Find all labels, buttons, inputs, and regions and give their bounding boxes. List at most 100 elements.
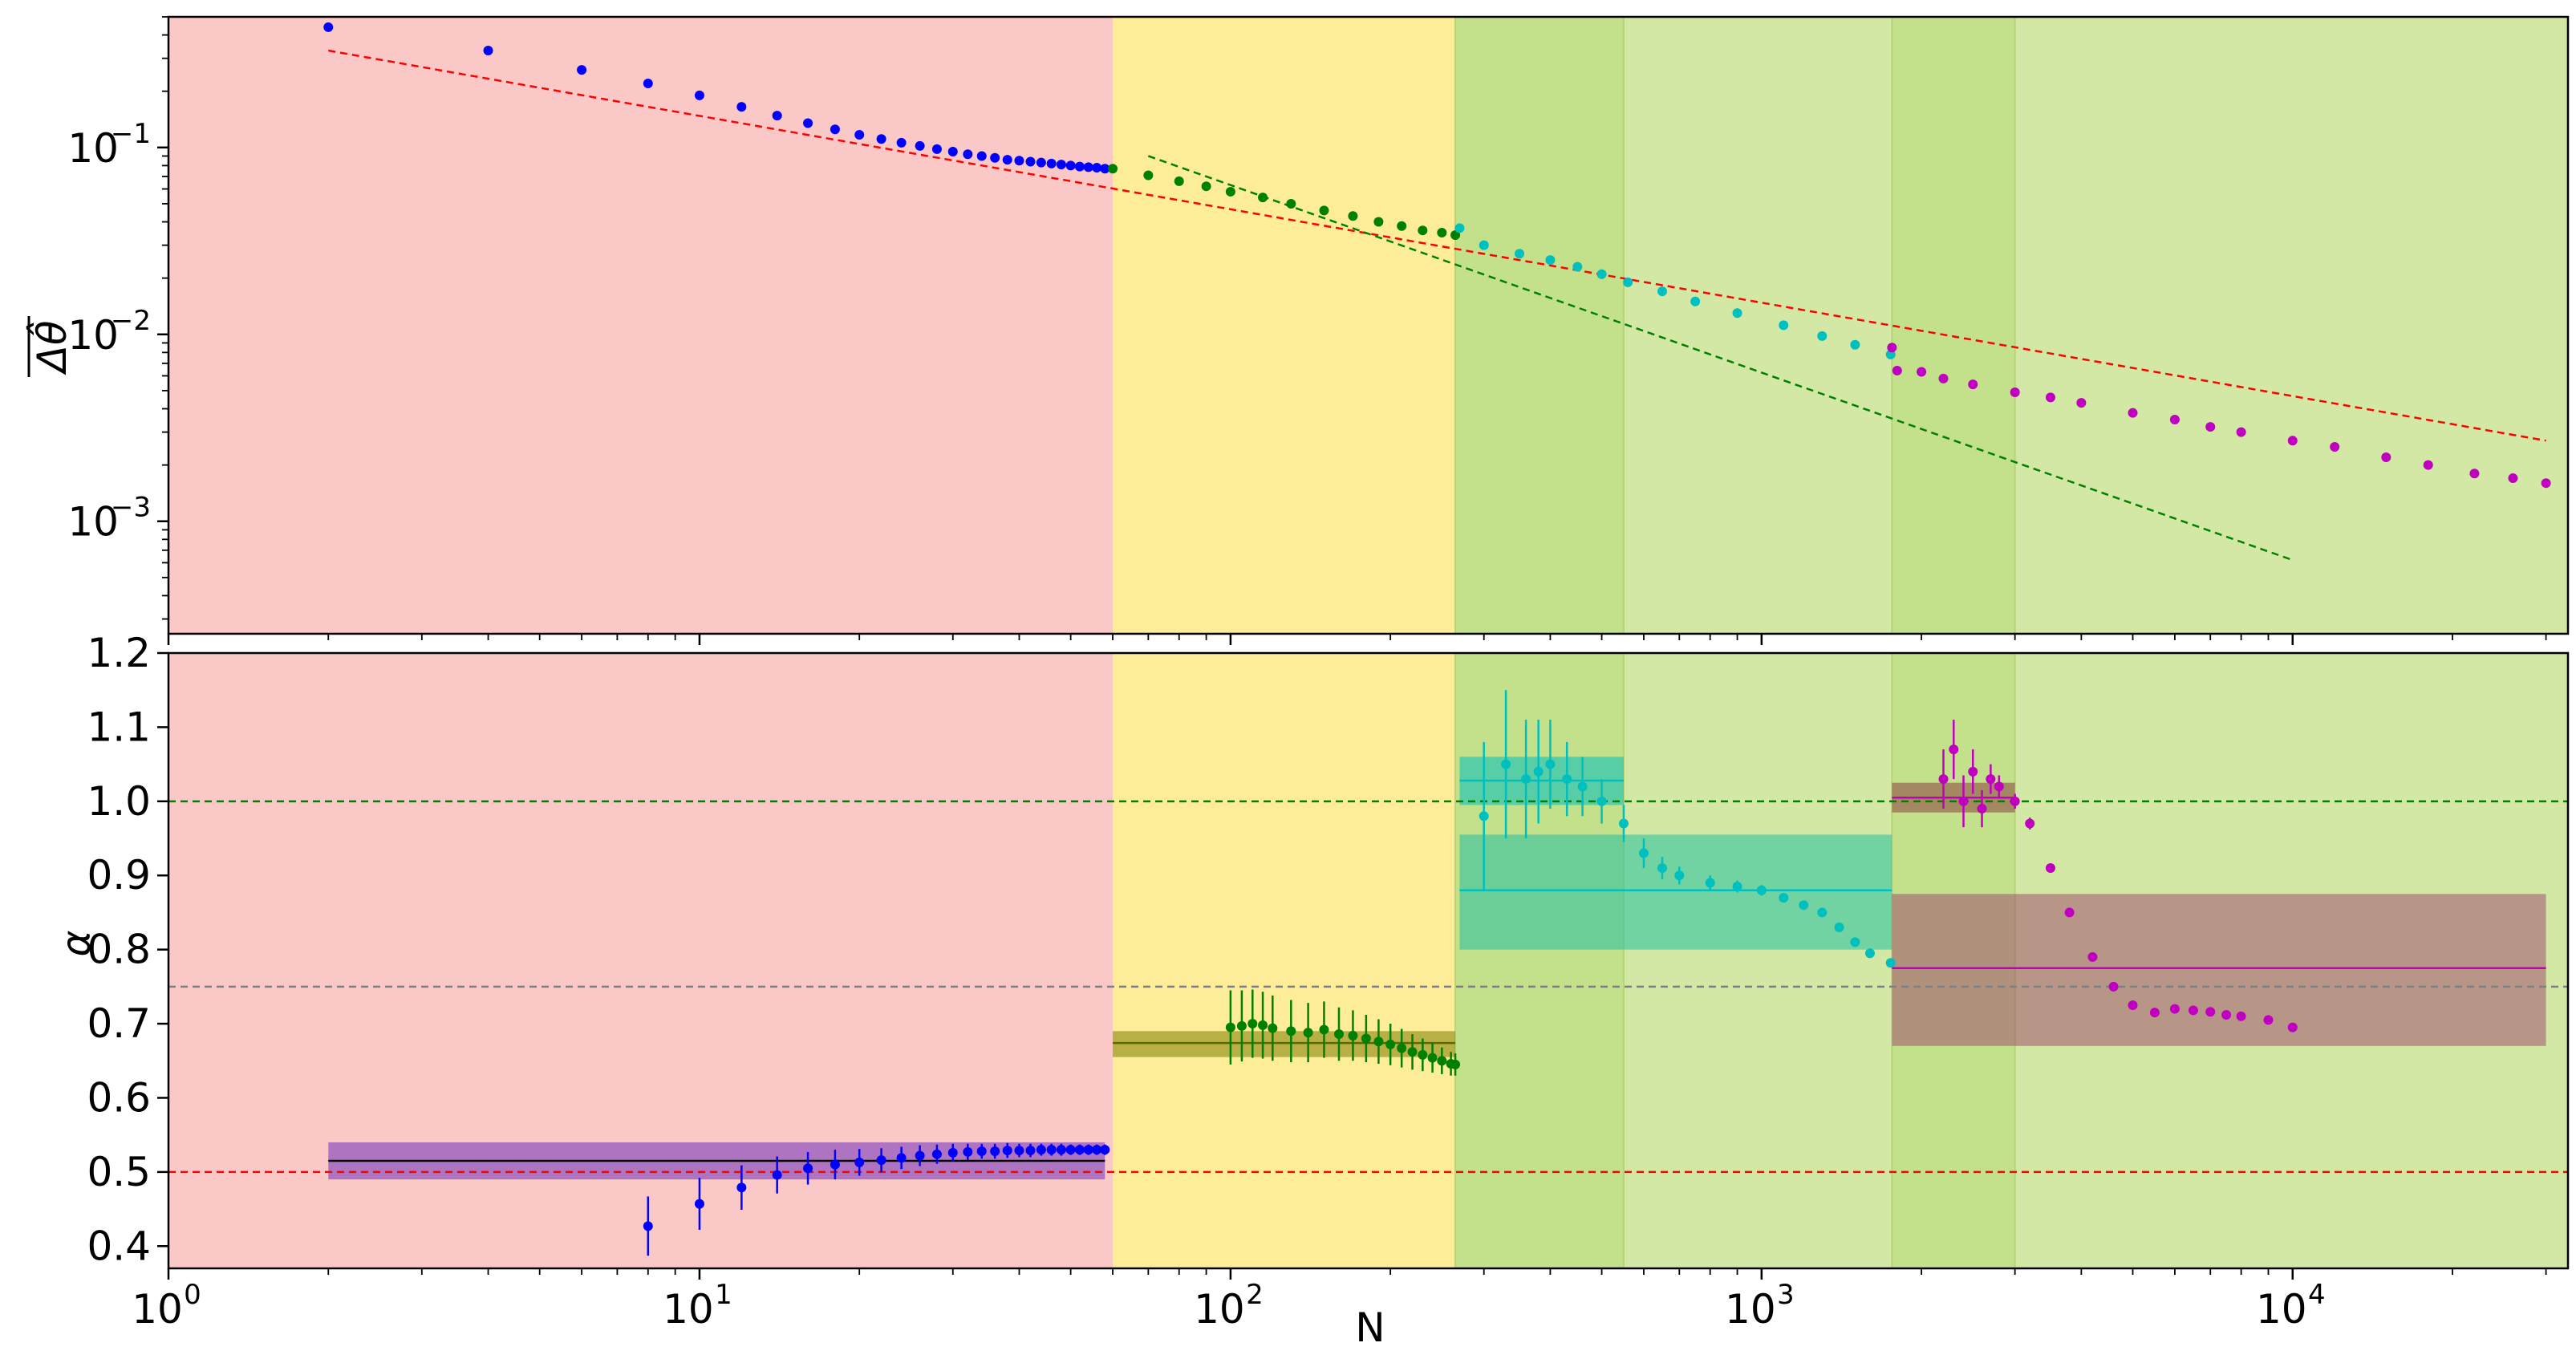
top-series-3-point [1938,373,1949,383]
top-series-2-point [1817,331,1828,341]
bottom-series-3-point [2287,1022,2298,1032]
bottom-series-3-point [2087,951,2098,962]
bottom-series-3-point [2064,907,2075,918]
x-tick-label-exponent: 3 [1777,1279,1795,1311]
bottom-series-1-point [1334,1028,1345,1039]
bottom-series-0-point [736,1183,747,1193]
bottom-series-0-point [963,1146,973,1157]
bottom-series-0-point [976,1146,987,1156]
top-series-2-point [1850,339,1860,350]
top-region-0 [168,17,1114,634]
bottom-series-2-point [1705,878,1715,888]
bottom-series-2-point [1864,948,1875,959]
bottom-series-1-point [1286,1026,1296,1037]
bottom-series-3-point [1958,796,1969,806]
top-series-0-point [1056,160,1066,170]
bottom-y-tick-label: 0.8 [87,927,151,973]
bottom-series-1-point [1348,1030,1358,1041]
bottom-series-2-point [1533,766,1544,777]
bottom-region-1 [1113,653,1456,1268]
bottom-series-0-point [1025,1146,1036,1156]
top-y-tick-label: 10 [67,312,119,359]
x-tick-label: 10 [1725,1286,1776,1333]
x-tick-label-exponent: 4 [2308,1279,2326,1311]
bottom-series-3-point [1968,766,1978,777]
bottom-y-tick-label: 1.1 [87,704,151,750]
bottom-series-3-point [1994,781,2004,792]
top-series-2-point [1479,240,1489,250]
top-series-1-point [1319,205,1329,216]
top-series-3-point [2287,436,2298,446]
top-series-0-point [803,118,813,128]
x-tick-label-exponent: 2 [1246,1279,1264,1311]
bottom-series-0-point [643,1221,653,1231]
top-series-3-point [2205,422,2216,432]
top-series-1-point [1418,225,1428,236]
bottom-series-0-point [854,1157,865,1167]
bottom-series-0-point [1092,1145,1102,1155]
bottom-series-1-point [1450,1059,1461,1069]
bottom-series-0-point [931,1149,942,1159]
top-series-0-point [876,134,886,144]
top-series-2-point [1596,269,1607,279]
bottom-series-3-point [2045,862,2055,873]
bottom-series-3-point [2188,1005,2198,1016]
top-y-tick-label: 10 [67,499,119,546]
bottom-series-2-point [1577,781,1588,792]
top-series-0-point [1036,157,1046,168]
bottom-series-3-point [2221,1009,2232,1020]
bottom-y-tick-label: 1.0 [87,778,151,825]
top-series-1-point [1348,211,1358,221]
top-series-2-point [1779,320,1789,331]
top-series-3-point [2508,473,2518,484]
bottom-series-2-point [1479,811,1489,822]
top-series-0-point [577,65,587,75]
bottom-series-0-point [1065,1145,1076,1155]
bottom-series-1-point [1268,1023,1278,1033]
bottom-series-1-point [1427,1053,1438,1063]
top-series-0-point [1065,160,1076,171]
x-tick-label: 10 [663,1286,714,1333]
bottom-series-1-point [1319,1024,1329,1035]
bottom-series-3-point [1977,804,1987,814]
bottom-series-0-point [1083,1145,1093,1155]
bottom-series-0-point [694,1199,704,1209]
bottom-series-2-point [1545,759,1556,769]
bottom-series-1-point [1385,1039,1396,1049]
top-series-3-point [1968,379,1978,390]
top-series-3-point [2381,452,2391,462]
top-panel: 10−110−210−3 [67,15,2570,645]
top-series-0-point [830,124,840,135]
top-series-3-point [2236,427,2246,437]
bottom-series-1-point [1361,1033,1371,1044]
bottom-y-tick-label: 0.6 [87,1074,151,1121]
bottom-series-2-point [1618,818,1629,829]
bottom-series-0-point [1036,1145,1046,1155]
top-series-0-point [947,147,958,157]
bottom-series-3-point [1986,774,1996,785]
bottom-plot-frame [167,651,2570,1270]
top-region-4 [1891,16,2016,635]
bottom-series-0-point [830,1159,840,1170]
top-series-3-point [2330,442,2340,452]
bottom-series-2-point [1799,900,1809,911]
top-series-1-point [1397,221,1407,231]
bottom-series-2-point [1638,848,1649,858]
top-series-0-point [976,151,987,161]
top-series-0-point [854,129,865,140]
bottom-series-3-point [1938,774,1949,785]
top-series-2-point [1690,296,1701,306]
bottom-series-3-point [2010,796,2020,806]
x-tick-label-exponent: 1 [715,1279,732,1311]
bottom-series-2-point [1501,759,1511,769]
bottom-series-0-point [1046,1145,1057,1155]
top-series-0-point [643,79,653,89]
top-series-0-point [772,111,782,121]
bottom-series-2-point [1834,922,1844,932]
top-series-3-point [2045,392,2055,403]
top-series-2-point [1454,223,1465,233]
top-series-1-point [1258,193,1268,203]
bottom-series-2-point [1850,937,1860,947]
bottom-series-0-point [1100,1145,1110,1155]
top-reference-line-1 [1147,155,2294,562]
